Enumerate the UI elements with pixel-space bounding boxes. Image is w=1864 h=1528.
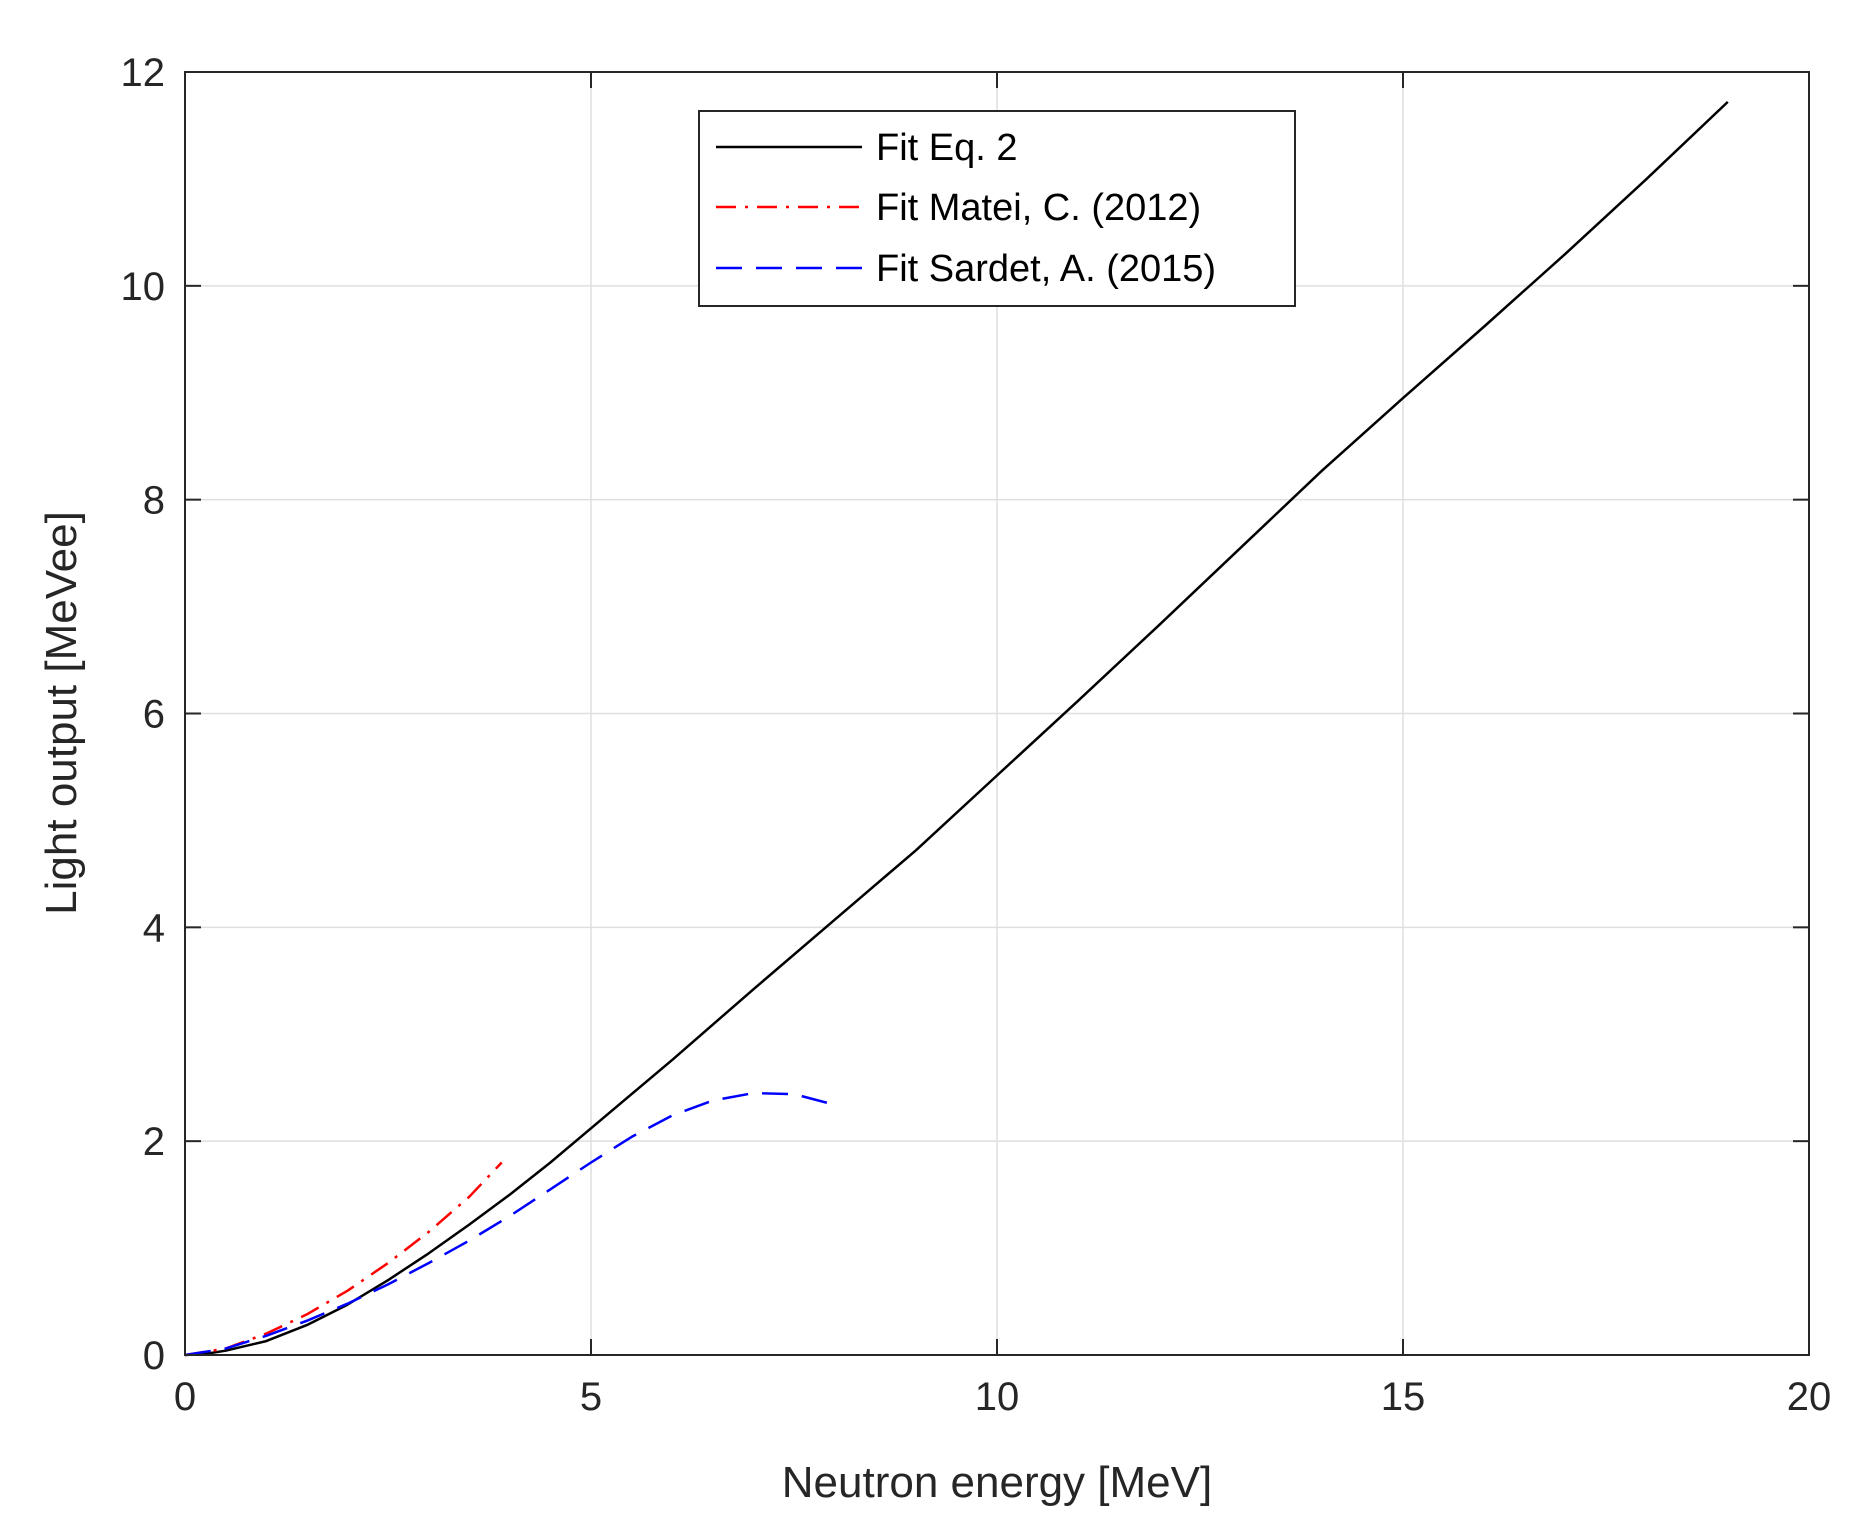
y-tick-label: 8	[143, 479, 165, 523]
legend-label-sardet: Fit Sardet, A. (2015)	[876, 248, 1216, 290]
x-tick-label: 0	[174, 1375, 196, 1419]
legend-label-fit-eq2: Fit Eq. 2	[876, 127, 1018, 169]
series-sardet-2015	[184, 1091, 835, 1357]
x-tick-label: 15	[1381, 1375, 1426, 1419]
x-tick-label: 20	[1787, 1375, 1832, 1419]
y-tick-label: 2	[143, 1120, 165, 1164]
legend-label-matei: Fit Matei, C. (2012)	[876, 187, 1201, 229]
x-tick-label: 10	[975, 1375, 1020, 1419]
y-tick-label: 0	[143, 1334, 165, 1378]
legend[interactable]: Fit Eq. 2 Fit Matei, C. (2012) Fit Sarde…	[698, 110, 1296, 307]
y-axis-label: Light output [MeVee]	[37, 511, 86, 915]
series-layer	[184, 100, 1729, 1357]
legend-box	[698, 110, 1296, 307]
y-tick-label: 12	[121, 51, 166, 95]
x-tick-label: 5	[580, 1375, 602, 1419]
y-tick-label: 4	[143, 906, 165, 950]
x-axis-label: Neutron energy [MeV]	[782, 1458, 1212, 1507]
y-tick-label: 10	[121, 265, 166, 309]
series-fit-eq2	[184, 100, 1729, 1357]
tick-layer: 0 5 10 15 20 0 2 4 6 8 10 12	[121, 51, 1832, 1419]
y-tick-label: 6	[143, 693, 165, 737]
